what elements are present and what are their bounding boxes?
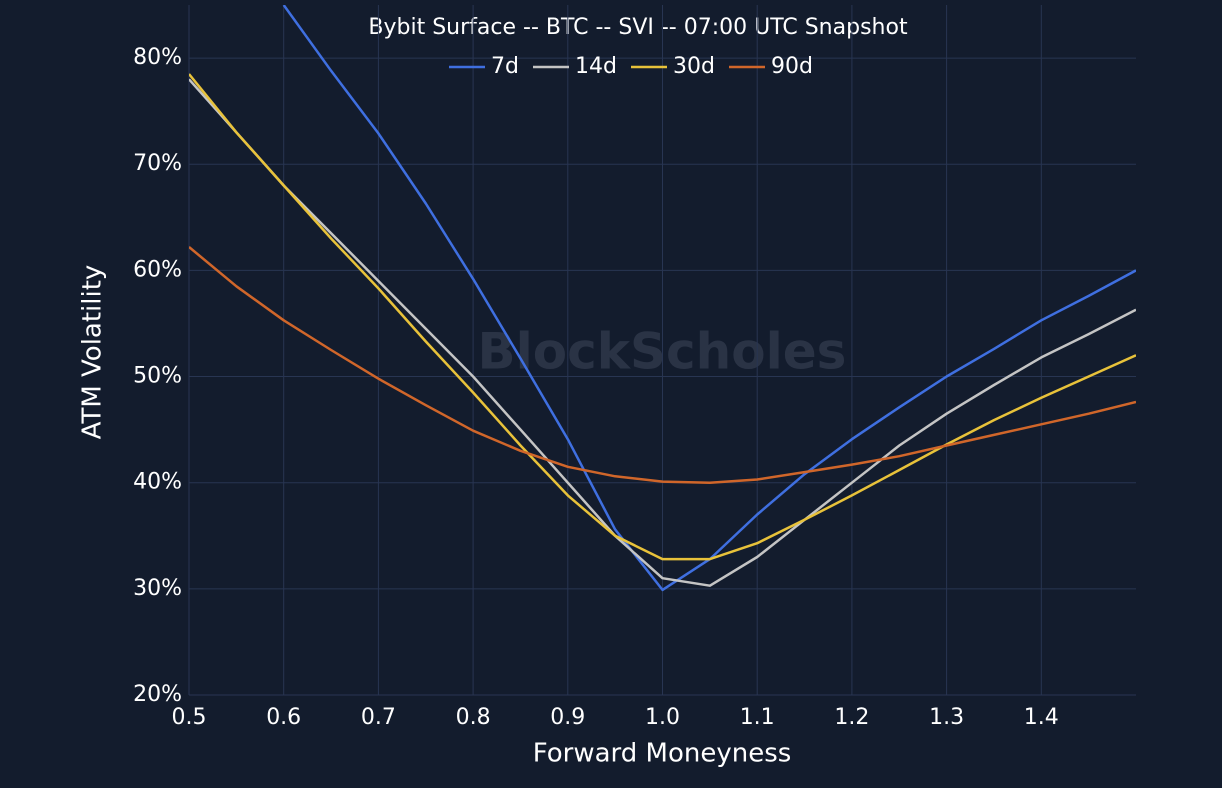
y-tick-label: 70% [133,151,182,176]
legend-label: 7d [491,54,519,79]
x-tick-label: 1.4 [1024,705,1059,730]
x-tick-label: 0.7 [361,705,396,730]
x-tick-label: 0.5 [172,705,207,730]
legend-label: 14d [575,54,617,79]
x-tick-label: 1.0 [645,705,680,730]
x-tick-label: 0.6 [266,705,301,730]
series-line [189,73,1136,561]
plot-lines [189,5,1136,592]
x-tick-label: 1.1 [740,705,775,730]
x-tick-label: 0.8 [456,705,491,730]
x-tick-label: 1.2 [834,705,869,730]
y-tick-label: 80% [133,45,182,70]
legend-label: 90d [771,54,813,79]
series-line [189,78,1136,587]
y-tick-label: 40% [133,470,182,495]
chart-title: Bybit Surface -- BTC -- SVI -- 07:00 UTC… [368,15,908,40]
x-tick-label: 0.9 [550,705,585,730]
legend-label: 30d [673,54,715,79]
y-tick-label: 30% [133,576,182,601]
x-tick-label: 1.3 [929,705,964,730]
y-tick-label: 20% [133,682,182,707]
y-tick-label: 50% [133,364,182,389]
series-line [189,246,1136,484]
y-axis-title: ATM Volatility [78,265,108,440]
y-tick-label: 60% [133,257,182,282]
x-axis-title: Forward Moneyness [533,739,792,769]
